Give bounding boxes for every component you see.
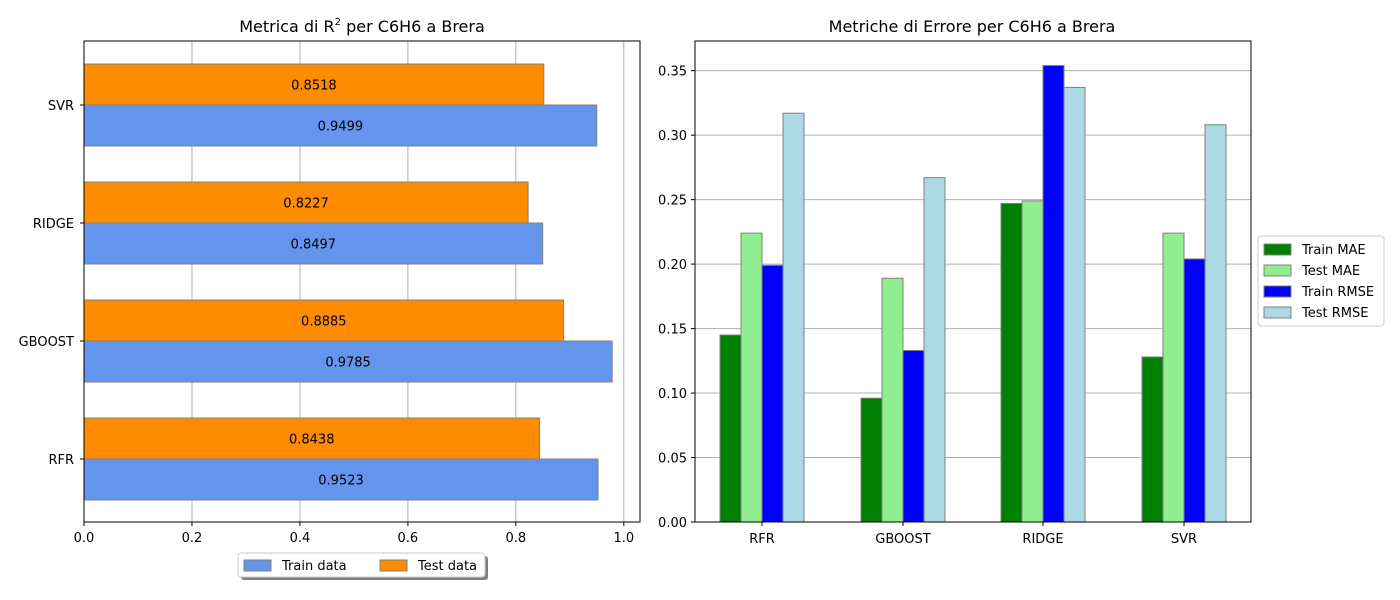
r2-legend-swatch (243, 559, 272, 572)
r2-bar-test (83, 181, 529, 224)
r2-bar-train (83, 104, 598, 147)
r2-value-label-train: 0.9523 (318, 474, 364, 489)
error-bar (1204, 124, 1227, 523)
error-bar (719, 334, 742, 523)
error-x-tick-label: RFR (749, 532, 775, 547)
r2-y-tick-label: SVR (48, 99, 74, 114)
error-bar (1141, 356, 1164, 523)
error-bar (1162, 232, 1185, 523)
error-bar (1063, 86, 1086, 523)
error-y-tick-label: 0.30 (658, 129, 687, 144)
error-legend-swatch (1263, 306, 1292, 319)
error-bar (923, 177, 946, 523)
error-y-tick-label: 0.00 (658, 516, 687, 531)
error-bar (782, 112, 805, 523)
error-legend-swatch (1263, 285, 1292, 298)
r2-legend-swatch (379, 559, 408, 572)
r2-x-tick-label: 0.4 (290, 531, 311, 546)
error-axes: 0.00 0.05 0.10 0.15 0.20 0.25 0.30 0.35 RFR GBOOS… (658, 40, 1252, 547)
error-legend-swatch (1263, 264, 1292, 277)
r2-value-label-train: 0.9499 (318, 120, 364, 135)
error-axes-frame (694, 40, 1252, 523)
r2-value-label-train: 0.8497 (291, 238, 337, 253)
error-bar (881, 277, 904, 523)
r2-x-tick-label: 1.0 (613, 531, 634, 546)
error-x-tick-label: SVR (1171, 532, 1197, 547)
r2-chart-title-suffix: per C6H6 a Brera (341, 17, 485, 36)
r2-x-tick-label: 0.8 (506, 531, 527, 546)
r2-bar-train (83, 222, 544, 265)
error-bar (902, 349, 925, 523)
r2-legend-label: Train data (281, 559, 347, 574)
r2-value-label-train: 0.9785 (325, 356, 371, 371)
r2-y-tick-label: GBOOST (19, 335, 74, 350)
r2-legend: Train data Test data (237, 552, 488, 580)
error-chart-title: Metriche di Errore per C6H6 a Brera (829, 17, 1116, 36)
error-y-tick-label: 0.25 (658, 194, 687, 209)
error-bar (1042, 65, 1065, 523)
r2-chart-title-superscript: 2 (335, 17, 341, 28)
r2-legend-box (237, 552, 486, 578)
error-legend-box (1257, 235, 1385, 327)
error-bar (1183, 258, 1206, 523)
r2-legend-label: Test data (417, 559, 477, 574)
r2-value-label-test: 0.8438 (289, 433, 335, 448)
error-legend-label: Test MAE (1301, 264, 1360, 279)
r2-axes: 0.0 0.2 0.4 0.6 0.8 1.0 RFR GBOOST RIDGE SVR (19, 40, 641, 546)
r2-chart-title: Metrica di R2 per C6H6 a Brera (239, 17, 485, 36)
r2-bar-test (83, 63, 545, 106)
r2-bars: 0.9523 0.8438 0.9785 0.8885 0.8497 0.8227 0.94… (83, 63, 613, 501)
error-x-tick-label: GBOOST (875, 532, 930, 547)
error-y-tick-label: 0.05 (658, 452, 687, 467)
r2-value-label-test: 0.8885 (301, 315, 347, 330)
r2-y-tick-label: RIDGE (33, 217, 74, 232)
r2-value-label-test: 0.8518 (291, 79, 337, 94)
error-legend-label: Test RMSE (1301, 306, 1368, 321)
error-bar (860, 397, 883, 523)
error-bar (1000, 202, 1023, 523)
error-bar (740, 232, 763, 523)
error-legend-swatch (1263, 243, 1292, 256)
error-y-tick-label: 0.15 (658, 323, 687, 338)
error-bar (1021, 200, 1044, 523)
error-y-tick-label: 0.10 (658, 387, 687, 402)
r2-axes-frame (83, 40, 641, 523)
error-legend: Train MAE Test MAE Train RMSE Test RMSE (1257, 235, 1385, 327)
error-legend-label: Train MAE (1301, 243, 1366, 258)
r2-value-label-test: 0.8227 (283, 197, 329, 212)
r2-x-tick-label: 0.2 (182, 531, 203, 546)
error-legend-label: Train RMSE (1301, 285, 1374, 300)
r2-bar-test (83, 299, 565, 342)
r2-x-tick-label: 0.6 (398, 531, 419, 546)
error-bar (761, 264, 784, 523)
r2-chart-title-main: Metrica di R (239, 17, 334, 36)
error-x-tick-label: RIDGE (1022, 532, 1063, 547)
error-bars (719, 65, 1227, 523)
r2-x-tick-label: 0.0 (74, 531, 95, 546)
r2-y-tick-label: RFR (48, 453, 74, 468)
error-y-tick-label: 0.35 (658, 65, 687, 80)
error-y-tick-label: 0.20 (658, 258, 687, 273)
